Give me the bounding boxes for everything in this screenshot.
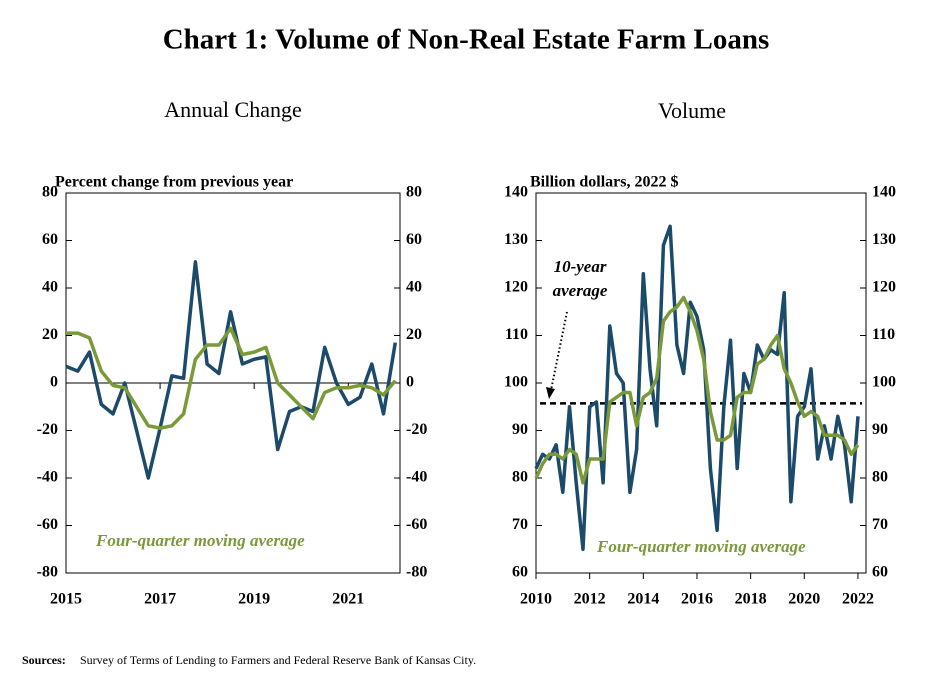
series-line bbox=[534, 224, 860, 552]
x-tick-label: 2017 bbox=[144, 591, 176, 608]
y-tick-label: 130 bbox=[504, 231, 528, 248]
y-tick-label: -80 bbox=[37, 564, 58, 581]
subtitle: Annual Change bbox=[164, 97, 301, 122]
y-tick-label: -40 bbox=[37, 469, 58, 486]
y2-tick-label: -20 bbox=[406, 421, 427, 438]
y-tick-label: -20 bbox=[37, 421, 58, 438]
series-line bbox=[66, 326, 397, 430]
y2-tick-label: 60 bbox=[872, 564, 888, 581]
source-text: Survey of Terms of Lending to Farmers an… bbox=[80, 653, 476, 667]
x-tick-label: 2010 bbox=[520, 591, 552, 608]
reference-label: 10-year bbox=[554, 257, 607, 276]
y2-tick-label: -40 bbox=[406, 469, 427, 486]
x-tick-label: 2022 bbox=[842, 591, 874, 608]
y-tick-label: 80 bbox=[42, 184, 58, 201]
x-tick-label: 2020 bbox=[788, 591, 820, 608]
y2-tick-label: 100 bbox=[872, 374, 896, 391]
x-tick-label: 2015 bbox=[50, 591, 82, 608]
y-axis-label: Percent change from previous year bbox=[55, 174, 293, 191]
x-tick-label: 2014 bbox=[627, 591, 659, 608]
y2-tick-label: 70 bbox=[872, 516, 888, 533]
y2-tick-label: 90 bbox=[872, 421, 888, 438]
series-line bbox=[65, 260, 398, 480]
y2-tick-label: -80 bbox=[406, 564, 427, 581]
y2-tick-label: 110 bbox=[872, 326, 895, 343]
y2-tick-label: 0 bbox=[406, 374, 414, 391]
reference-arrowhead bbox=[546, 387, 555, 399]
source-label: Sources: bbox=[22, 653, 66, 667]
y-tick-label: 110 bbox=[505, 326, 528, 343]
series-line bbox=[534, 295, 860, 485]
x-tick-label: 2019 bbox=[238, 591, 270, 608]
y2-tick-label: 120 bbox=[872, 279, 896, 296]
y-tick-label: -60 bbox=[37, 516, 58, 533]
x-tick-label: 2018 bbox=[735, 591, 767, 608]
y2-tick-label: 60 bbox=[406, 231, 422, 248]
y-tick-label: 120 bbox=[504, 279, 528, 296]
y2-tick-label: 130 bbox=[872, 231, 896, 248]
x-tick-label: 2021 bbox=[332, 591, 364, 608]
y2-tick-label: -60 bbox=[406, 516, 427, 533]
y2-tick-label: 80 bbox=[872, 469, 888, 486]
y-tick-label: 100 bbox=[504, 374, 528, 391]
y-axis-label: Billion dollars, 2022 $ bbox=[530, 174, 678, 191]
y2-tick-label: 20 bbox=[406, 326, 422, 343]
reference-label: average bbox=[553, 281, 608, 300]
subtitle: Volume bbox=[658, 98, 726, 123]
reference-arrow bbox=[550, 311, 568, 391]
y-tick-label: 90 bbox=[512, 421, 528, 438]
y2-tick-label: 140 bbox=[872, 184, 896, 201]
y-tick-label: 0 bbox=[50, 374, 58, 391]
x-tick-label: 2012 bbox=[574, 591, 606, 608]
y-tick-label: 60 bbox=[512, 564, 528, 581]
y-tick-label: 80 bbox=[512, 469, 528, 486]
y2-tick-label: 40 bbox=[406, 279, 422, 296]
series-annotation: Four-quarter moving average bbox=[596, 537, 806, 556]
series-annotation: Four-quarter moving average bbox=[95, 531, 305, 550]
y2-tick-label: 80 bbox=[406, 184, 422, 201]
y-tick-label: 70 bbox=[512, 516, 528, 533]
y-tick-label: 40 bbox=[42, 279, 58, 296]
x-tick-label: 2016 bbox=[681, 591, 713, 608]
chart-title: Chart 1: Volume of Non-Real Estate Farm … bbox=[163, 24, 770, 56]
y-tick-label: 20 bbox=[42, 326, 58, 343]
y-tick-label: 140 bbox=[504, 184, 528, 201]
y-tick-label: 60 bbox=[42, 231, 58, 248]
